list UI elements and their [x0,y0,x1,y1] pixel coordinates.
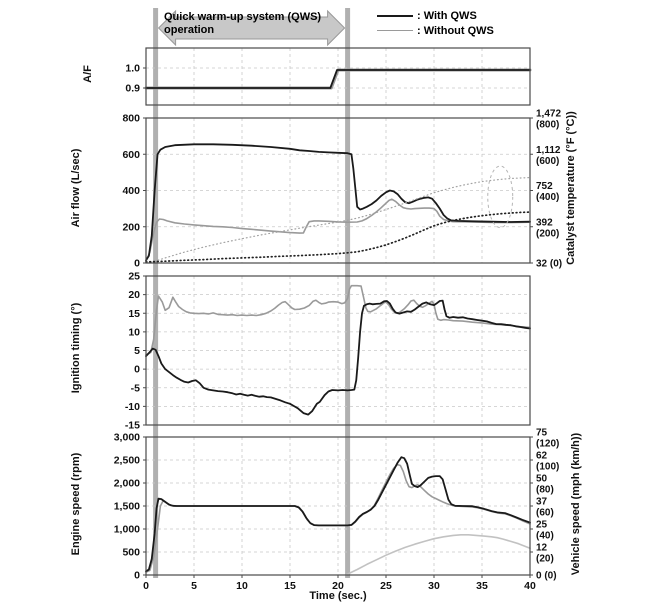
legend: : With QWS : Without QWS [377,8,494,38]
banner-line2: operation [164,24,215,36]
qws-period-marker-2 [345,8,351,578]
right-tick-label: (100) [536,462,559,473]
xtick-label: 30 [428,580,440,592]
ytick-label-ignition: -15 [125,420,140,432]
ytick-label-engine: 1,000 [114,524,140,536]
right-tick-label: 0 (0) [536,571,557,582]
right-tick-label: 1,112 [536,145,561,156]
series-airflow-catalyst-temp-slow [145,211,531,263]
xtick-label: 35 [476,580,488,592]
series-airflow-without-qws [145,198,531,263]
right-tick-label: 50 [536,474,548,485]
legend-item-without-qws: : Without QWS [377,23,494,38]
banner-line1: Quick warm-up system (QWS) [164,11,322,23]
right-tick-label: (400) [536,192,559,203]
without-qws-line-swatch [377,30,413,31]
xtick-label: 20 [332,580,344,592]
right-tick-label: (600) [536,156,559,167]
series-ignition-without-qws [145,284,531,356]
right-tick-label: (200) [536,228,559,239]
series-airflow-catalyst-temp-fast [150,177,531,264]
ytick-label-airflow: 800 [122,113,140,125]
ytick-label-airflow: 0 [134,258,140,270]
right-tick-label: (60) [536,508,554,519]
right-tick-label: 1,472 [536,109,561,120]
right-tick-label: 62 [536,451,548,462]
ytick-label-engine: 3,000 [114,432,140,444]
qws-operation-banner: Quick warm-up system (QWS) operation [164,11,321,37]
legend-label-without-qws: : Without QWS [417,24,494,37]
ytick-label-engine: 0 [134,570,140,582]
ytick-label-af: 0.9 [125,83,140,95]
xtick-label: 25 [380,580,392,592]
xtick-label: 15 [284,580,296,592]
series-engine-vehicle-speed [344,533,531,576]
series-ignition-with-qws [145,299,531,416]
series-engine-with-qws [145,456,531,573]
ytick-label-ignition: 15 [128,308,140,320]
legend-label-with-qws: : With QWS [417,9,477,22]
right-tick-label: (20) [536,554,554,565]
xtick-label: 40 [524,580,536,592]
right-tick-label: (120) [536,439,559,450]
ytick-label-ignition: 5 [134,345,140,357]
right-tick-label: 25 [536,520,548,531]
right-tick-label: 32 (0) [536,259,562,270]
ytick-label-ignition: 20 [128,289,140,301]
series-airflow-with-qws [145,143,531,262]
ytick-label-engine: 2,000 [114,478,140,490]
ytick-label-airflow: 200 [122,221,140,233]
panel-border-af [145,47,531,106]
xtick-label: 5 [191,580,197,592]
right-tick-label: (800) [536,120,559,131]
xtick-label: 0 [143,580,149,592]
time-axis-title: Time (sec.) [309,590,367,602]
ytick-label-engine: 500 [122,547,140,559]
ytick-label-airflow: 400 [122,185,140,197]
qws-operation-arrow [157,9,346,47]
ytick-label-engine: 2,500 [114,455,140,467]
ytick-label-ignition: 25 [128,271,140,283]
ytick-label-ignition: 0 [134,364,140,376]
right-tick-label: 752 [536,181,553,192]
qws-period-marker-1 [153,8,159,578]
right-tick-label: 75 [536,428,548,439]
right-tick-label: 392 [536,217,553,228]
series-af-with-qws [145,69,531,89]
ytick-label-engine: 1,500 [114,501,140,513]
right-tick-label: 12 [536,543,548,554]
ytick-label-ignition: -10 [125,401,140,413]
right-tick-label: (40) [536,531,554,542]
right-tick-label: 37 [536,497,548,508]
legend-item-with-qws: : With QWS [377,8,494,23]
right-tick-label: (80) [536,485,554,496]
with-qws-line-swatch [377,14,413,17]
xtick-label: 10 [236,580,248,592]
ytick-label-ignition: 10 [128,326,140,338]
ytick-label-af: 1.0 [125,63,140,75]
ytick-label-ignition: -5 [131,382,140,394]
ytick-label-airflow: 600 [122,149,140,161]
catalyst-difference-annotation [487,165,514,229]
